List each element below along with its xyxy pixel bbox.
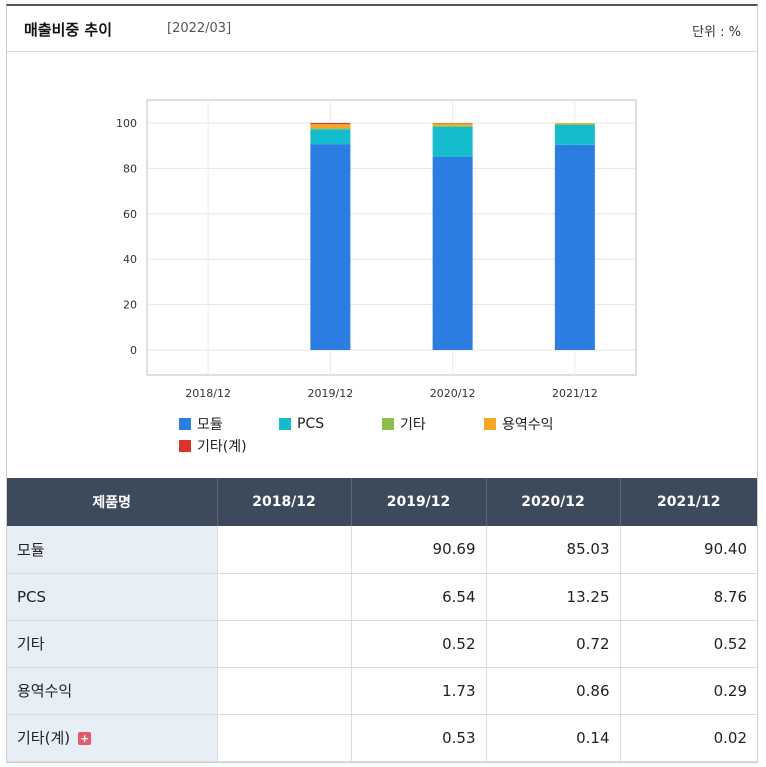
bar-segment xyxy=(554,124,595,145)
product-name-cell: PCS xyxy=(7,573,218,621)
legend-item-module[interactable]: 모듈 xyxy=(179,414,223,434)
value-cell: 13.25 xyxy=(486,573,621,621)
table-row: 모듈 90.69 85.03 90.40 xyxy=(7,526,757,574)
sales-table: 제품명 2018/12 2019/12 2020/12 2021/12 모듈 9… xyxy=(7,478,757,762)
bar-segment xyxy=(432,126,473,157)
stacked-bar-chart: 0 20 40 60 80 100 2018/12 2019/12 2020/12 2021/12 xyxy=(116,99,637,400)
bar-segment xyxy=(310,129,351,145)
value-cell: 90.40 xyxy=(620,526,757,574)
x-tick-label: 2021/12 xyxy=(552,387,598,400)
panel-title: 매출비중 추이 xyxy=(24,21,113,39)
value-cell: 0.02 xyxy=(620,714,757,762)
panel-header: 매출비중 추이 [2022/03] 단위 : % xyxy=(7,6,757,52)
value-cell: 6.54 xyxy=(351,573,487,621)
bar-segment xyxy=(432,125,473,127)
x-tick-label: 2020/12 xyxy=(430,387,476,400)
chart-legend: 모듈 PCS 기타 용역수익 기타(계) xyxy=(179,414,619,464)
legend-swatch xyxy=(484,418,496,430)
product-name-cell: 기타 xyxy=(7,620,218,668)
y-tick-label: 60 xyxy=(123,208,137,221)
y-tick-label: 20 xyxy=(123,299,137,312)
column-header: 2020/12 xyxy=(486,478,621,526)
value-cell xyxy=(217,573,352,621)
value-cell: 0.53 xyxy=(351,714,487,762)
table-row: 용역수익 1.73 0.86 0.29 xyxy=(7,667,757,715)
plot-frame xyxy=(146,99,637,376)
legend-label: 모듈 xyxy=(197,417,223,433)
x-tick-label: 2019/12 xyxy=(308,387,354,400)
value-cell: 1.73 xyxy=(351,667,487,715)
table-row: 기타(계) + 0.53 0.14 0.02 xyxy=(7,714,757,762)
value-cell: 0.14 xyxy=(486,714,621,762)
y-tick-label: 0 xyxy=(130,344,137,357)
column-header: 제품명 xyxy=(7,478,218,526)
column-header: 2021/12 xyxy=(620,478,757,526)
value-cell: 85.03 xyxy=(486,526,621,574)
bar-segment xyxy=(554,123,595,125)
product-name-label: 기타(계) xyxy=(17,729,71,747)
legend-label: 기타(계) xyxy=(197,439,247,455)
legend-label: PCS xyxy=(297,416,325,432)
bar-segment xyxy=(310,128,351,130)
chart-area: 0 20 40 60 80 100 2018/12 2019/12 2020/12 2021/12 xyxy=(7,53,757,473)
legend-swatch xyxy=(382,418,394,430)
unit-label: 단위 : % xyxy=(692,25,741,40)
table-header-row: 제품명 2018/12 2019/12 2020/12 2021/12 xyxy=(7,478,757,526)
value-cell xyxy=(217,714,352,762)
value-cell: 0.52 xyxy=(351,620,487,668)
legend-item-pcs[interactable]: PCS xyxy=(279,414,324,434)
legend-swatch xyxy=(279,418,291,430)
value-cell: 0.86 xyxy=(486,667,621,715)
product-name-cell: 모듈 xyxy=(7,526,218,574)
value-cell xyxy=(217,620,352,668)
y-tick-label: 80 xyxy=(123,162,137,175)
bar-segment xyxy=(554,144,595,350)
table-row: PCS 6.54 13.25 8.76 xyxy=(7,573,757,621)
legend-item-other-total[interactable]: 기타(계) xyxy=(179,436,247,456)
value-cell: 0.29 xyxy=(620,667,757,715)
x-tick-label: 2018/12 xyxy=(185,387,231,400)
sales-composition-panel: 매출비중 추이 [2022/03] 단위 : % 0 20 40 60 80 100 201… xyxy=(6,4,758,763)
column-header: 2018/12 xyxy=(217,478,352,526)
legend-item-service[interactable]: 용역수익 xyxy=(484,414,554,434)
bar-segment xyxy=(432,156,473,350)
legend-item-other[interactable]: 기타 xyxy=(382,414,426,434)
value-cell: 0.52 xyxy=(620,620,757,668)
expand-plus-icon[interactable]: + xyxy=(78,732,92,745)
bar-segment xyxy=(554,123,595,124)
bar-segment xyxy=(310,144,351,350)
bar-segment xyxy=(432,123,473,126)
y-tick-label: 40 xyxy=(123,253,137,266)
table-row: 기타 0.52 0.72 0.52 xyxy=(7,620,757,668)
value-cell: 0.72 xyxy=(486,620,621,668)
product-name-cell: 기타(계) + xyxy=(7,714,218,762)
panel-date: [2022/03] xyxy=(167,21,232,36)
column-header: 2019/12 xyxy=(351,478,487,526)
bar-segment xyxy=(310,122,351,125)
value-cell xyxy=(217,667,352,715)
bar-segment xyxy=(310,124,351,129)
legend-label: 용역수익 xyxy=(502,417,554,433)
value-cell: 8.76 xyxy=(620,573,757,621)
value-cell xyxy=(217,526,352,574)
legend-swatch xyxy=(179,418,191,430)
product-name-cell: 용역수익 xyxy=(7,667,218,715)
legend-swatch xyxy=(179,440,191,452)
legend-label: 기타 xyxy=(400,417,426,433)
y-tick-label: 100 xyxy=(116,117,137,130)
value-cell: 90.69 xyxy=(351,526,487,574)
